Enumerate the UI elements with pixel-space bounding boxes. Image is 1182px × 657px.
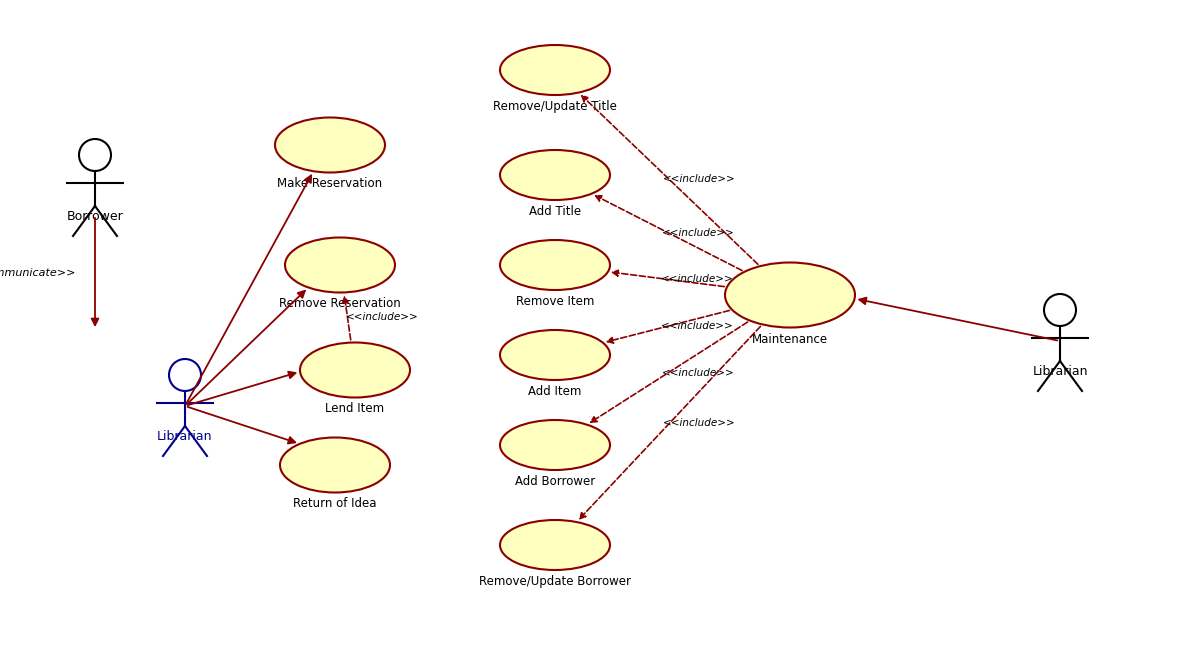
Text: Remove Reservation: Remove Reservation bbox=[279, 297, 401, 310]
Text: <<include>>: <<include>> bbox=[661, 275, 734, 284]
Ellipse shape bbox=[275, 118, 385, 173]
Text: <<include>>: <<include>> bbox=[662, 228, 734, 238]
Text: Librarian: Librarian bbox=[1032, 365, 1087, 378]
Text: Lend Item: Lend Item bbox=[325, 402, 384, 415]
Ellipse shape bbox=[500, 240, 610, 290]
Ellipse shape bbox=[285, 237, 395, 292]
Ellipse shape bbox=[300, 342, 410, 397]
Ellipse shape bbox=[500, 420, 610, 470]
Ellipse shape bbox=[280, 438, 390, 493]
Text: <<include>>: <<include>> bbox=[663, 419, 736, 428]
Ellipse shape bbox=[500, 45, 610, 95]
Text: <<communicate>>: <<communicate>> bbox=[0, 267, 77, 277]
Text: Add Title: Add Title bbox=[528, 205, 582, 218]
Text: <<include>>: <<include>> bbox=[346, 313, 418, 323]
Text: Borrower: Borrower bbox=[66, 210, 123, 223]
Text: Remove/Update Borrower: Remove/Update Borrower bbox=[479, 575, 631, 588]
Text: <<include>>: <<include>> bbox=[663, 174, 735, 185]
Text: Return of Idea: Return of Idea bbox=[293, 497, 377, 510]
Text: Add Item: Add Item bbox=[528, 385, 582, 398]
Text: <<include>>: <<include>> bbox=[661, 321, 734, 331]
Text: Librarian: Librarian bbox=[157, 430, 213, 443]
Text: Remove Item: Remove Item bbox=[515, 295, 595, 308]
Text: Make Reservation: Make Reservation bbox=[278, 177, 383, 190]
Ellipse shape bbox=[500, 330, 610, 380]
Text: Add Borrower: Add Borrower bbox=[515, 475, 595, 488]
Text: <<include>>: <<include>> bbox=[662, 368, 735, 378]
Ellipse shape bbox=[500, 520, 610, 570]
Ellipse shape bbox=[725, 263, 855, 327]
Text: Maintenance: Maintenance bbox=[752, 333, 829, 346]
Ellipse shape bbox=[500, 150, 610, 200]
Text: Remove/Update Title: Remove/Update Title bbox=[493, 100, 617, 113]
